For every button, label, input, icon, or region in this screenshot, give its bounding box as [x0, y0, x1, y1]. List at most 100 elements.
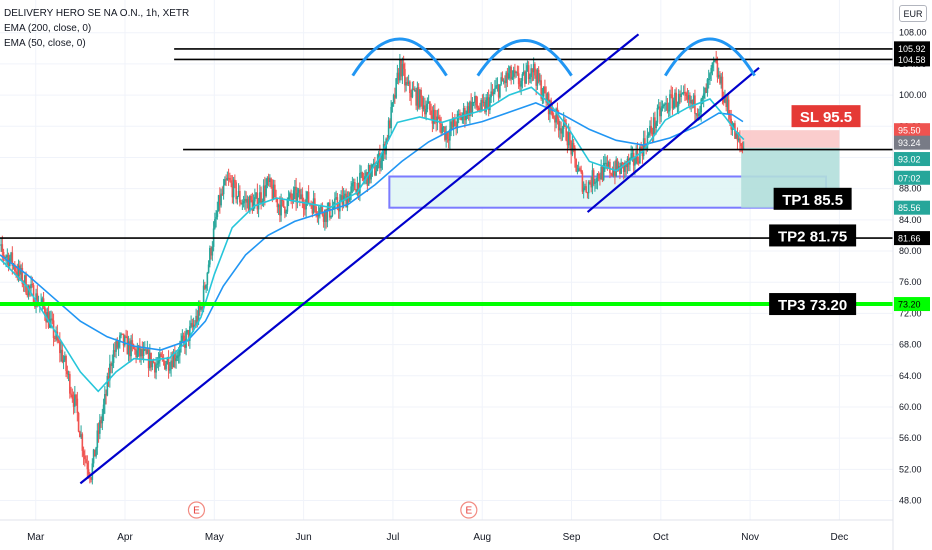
candle-body	[739, 138, 741, 144]
candle-body	[151, 360, 154, 368]
candle-body	[519, 84, 521, 87]
candle-body	[512, 70, 515, 77]
candle-body	[717, 74, 720, 78]
candle-body	[84, 455, 86, 460]
candle-body	[461, 115, 464, 121]
annotation-box	[769, 293, 857, 316]
candle-body	[227, 177, 230, 179]
candle-body	[266, 177, 269, 185]
candle-body	[295, 186, 297, 203]
candle-body	[336, 197, 339, 208]
currency-badge[interactable]: EUR	[899, 5, 927, 22]
candle-body	[690, 100, 692, 104]
candle-body	[589, 181, 591, 184]
price-tick-label: 48.00	[899, 496, 922, 506]
candle-body	[651, 132, 654, 135]
candle-body	[195, 315, 197, 326]
price-badge	[894, 297, 930, 312]
candle-body	[581, 172, 584, 192]
candle-body	[482, 101, 485, 103]
candle-body	[91, 463, 94, 480]
annotation-box	[769, 224, 857, 247]
candle-body	[321, 205, 324, 215]
price-badge	[894, 41, 930, 56]
candle-body	[152, 360, 155, 363]
candle-body	[206, 272, 209, 285]
candle-body	[539, 80, 541, 82]
candle-body	[712, 60, 715, 63]
candle-body	[112, 350, 115, 364]
candle-body	[79, 431, 81, 438]
candle-body	[115, 340, 117, 352]
candle-body	[402, 63, 405, 69]
candle-body	[301, 194, 304, 203]
candle-body	[201, 306, 204, 309]
candle-body	[99, 420, 101, 434]
candle-body	[229, 177, 231, 181]
candle-body	[232, 179, 235, 198]
candle-body	[304, 208, 306, 210]
candle-body	[170, 360, 172, 370]
candle-body	[379, 153, 381, 169]
candle-body	[172, 352, 175, 368]
candle-body	[451, 121, 454, 127]
candle-body	[415, 90, 417, 106]
candle-body	[141, 349, 144, 356]
candle-body	[392, 94, 395, 103]
candle-body	[370, 169, 372, 180]
price-axis[interactable]: 48.00 52.00 56.00 60.00 64.00 68.00 72.00 76.00…	[892, 0, 927, 550]
candle-body	[140, 349, 142, 357]
candle-body	[54, 337, 56, 339]
candle-body	[642, 138, 645, 157]
candle-body	[96, 430, 99, 448]
candle-body	[11, 252, 14, 266]
candle-body	[560, 128, 562, 134]
candle-body	[716, 62, 719, 78]
candle-body	[499, 84, 501, 98]
candle-body	[635, 150, 637, 164]
candle-body	[702, 93, 705, 99]
candle-body	[516, 72, 519, 74]
candle-body	[0, 244, 2, 246]
candle-body	[57, 340, 60, 342]
target-annotations: SL 95.5 TP1 85.5 TP2 81.75 TP3 73.20	[769, 105, 861, 316]
candle-body	[709, 73, 711, 79]
candle-body	[276, 198, 279, 208]
price-badge-label: 81.66	[898, 234, 921, 244]
pattern-arcs	[351, 37, 756, 77]
candle-body	[352, 182, 355, 184]
candle-body	[250, 196, 252, 200]
candle-body	[202, 285, 205, 309]
candle-body	[610, 173, 612, 175]
candle-body	[161, 356, 164, 358]
price-tick-label: 64.00	[899, 371, 922, 381]
candle-body	[465, 115, 467, 121]
candle-body	[422, 105, 425, 110]
time-axis[interactable]: Mar Apr May Jun Jul Aug Sep Oct Nov Dec	[0, 519, 893, 543]
candle-body	[164, 361, 166, 370]
candle-body	[572, 143, 575, 148]
candle-body	[566, 140, 569, 146]
candle-body	[599, 178, 601, 180]
candle-body	[372, 162, 375, 165]
candle-body	[586, 192, 589, 194]
candle-body	[416, 87, 419, 106]
candle-body	[29, 285, 31, 289]
candle-body	[736, 133, 739, 141]
candle-body	[597, 173, 600, 179]
candle-body	[442, 126, 445, 128]
candle-body	[571, 143, 574, 155]
time-tick-label: Sep	[563, 532, 581, 543]
candle-body	[104, 393, 106, 405]
candle-body	[646, 135, 649, 149]
candle-body	[331, 208, 334, 216]
annotation-label: TP1 85.5	[782, 192, 843, 209]
candle-body	[357, 183, 360, 194]
candle-body	[579, 168, 581, 170]
candle-body	[297, 189, 300, 193]
candle-body	[179, 345, 181, 356]
candle-body	[292, 190, 295, 201]
candle-body	[249, 196, 251, 212]
price-badge	[894, 123, 930, 138]
